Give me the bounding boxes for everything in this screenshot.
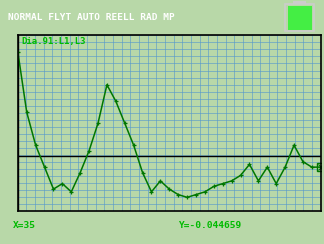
Text: X=35: X=35 — [13, 221, 36, 230]
Text: NORMAL FLYT AUTO REELL RAD MP: NORMAL FLYT AUTO REELL RAD MP — [8, 13, 175, 22]
Text: Y=-0.044659: Y=-0.044659 — [178, 221, 241, 230]
Bar — [288, 6, 312, 30]
Bar — [285, 4, 314, 31]
Text: Dia.91:L1,L3: Dia.91:L1,L3 — [21, 37, 86, 46]
Bar — [293, 1, 306, 4]
